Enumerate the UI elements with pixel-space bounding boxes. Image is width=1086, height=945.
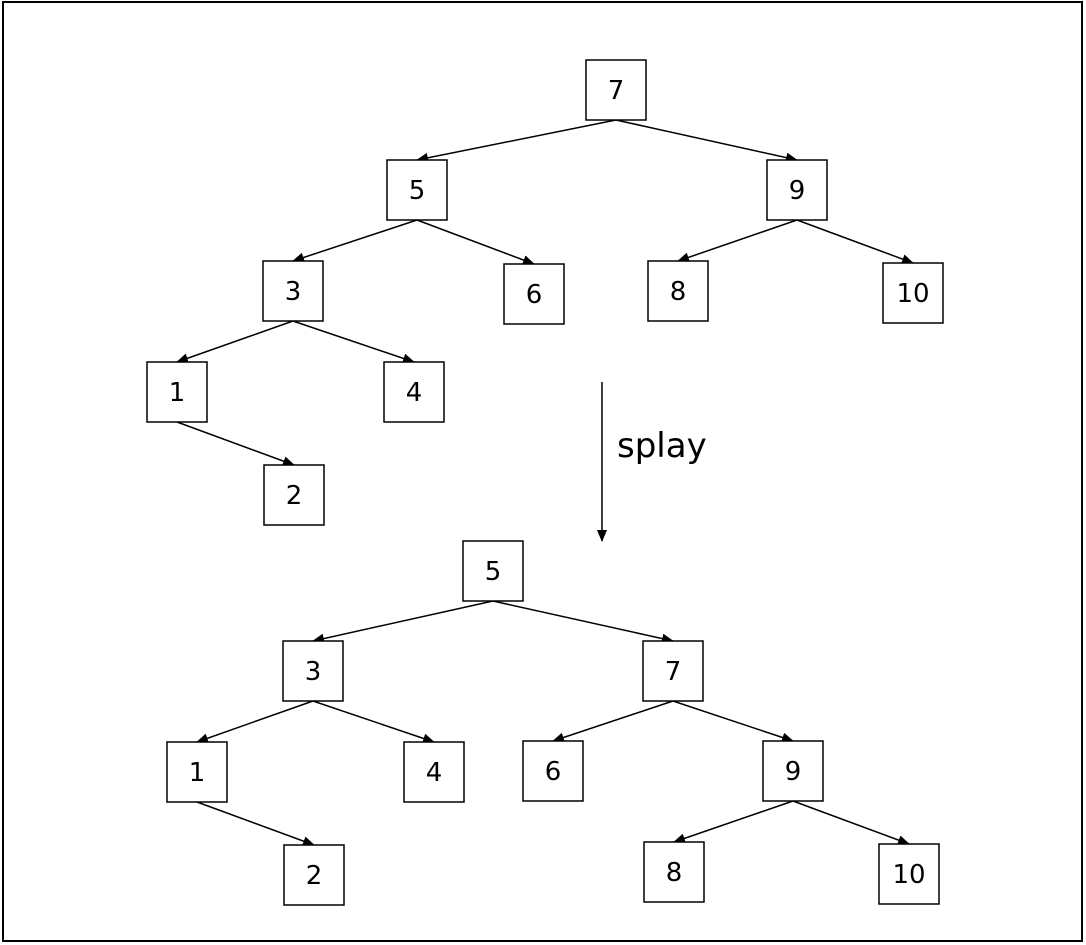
node-box	[462, 540, 524, 602]
node-box	[403, 741, 465, 803]
node-box	[166, 741, 228, 803]
node-box	[262, 260, 324, 322]
node-after-5: 5	[462, 540, 524, 602]
edge-after-3-to-4	[312, 700, 435, 744]
node-label: 8	[666, 858, 683, 888]
edge-after-9-to-8	[673, 800, 794, 844]
edge-after-5-to-7	[492, 600, 674, 644]
node-label: 10	[892, 860, 925, 890]
node-box	[522, 740, 584, 802]
splay-label: splay	[617, 426, 707, 466]
edge-before-3-to-1	[176, 320, 294, 364]
node-after-9: 9	[762, 740, 824, 802]
node-label: 4	[426, 758, 443, 788]
node-box	[766, 159, 828, 221]
node-before-10: 10	[882, 262, 944, 324]
node-before-3: 3	[262, 260, 324, 322]
node-before-5: 5	[386, 159, 448, 221]
edge-before-9-to-10	[796, 219, 914, 264]
node-box	[878, 843, 940, 905]
node-before-9: 9	[766, 159, 828, 221]
node-label: 8	[670, 277, 687, 307]
edge-before-1-to-2	[176, 421, 295, 466]
node-box	[383, 361, 445, 423]
node-before-6: 6	[503, 263, 565, 325]
node-before-7: 7	[585, 59, 647, 121]
edge-before-7-to-5	[416, 119, 617, 163]
node-label: 6	[526, 280, 543, 310]
edge-before-9-to-8	[677, 219, 798, 263]
node-box	[642, 640, 704, 702]
node-after-7: 7	[642, 640, 704, 702]
edge-after-7-to-9	[672, 700, 794, 743]
edge-before-7-to-9	[615, 119, 798, 163]
node-label: 7	[608, 76, 625, 106]
node-box	[386, 159, 448, 221]
node-after-1: 1	[166, 741, 228, 803]
node-after-8: 8	[643, 841, 705, 903]
node-after-2: 2	[283, 844, 345, 906]
edge-before-5-to-3	[292, 219, 418, 263]
edge-after-1-to-2	[196, 801, 315, 846]
node-label: 3	[305, 657, 322, 687]
node-box	[503, 263, 565, 325]
node-label: 9	[789, 176, 806, 206]
node-box	[283, 844, 345, 906]
node-box	[643, 841, 705, 903]
node-box	[585, 59, 647, 121]
edge-before-3-to-4	[292, 320, 415, 364]
node-label: 2	[286, 481, 303, 511]
node-label: 5	[409, 176, 426, 206]
node-label: 5	[485, 557, 502, 587]
node-after-10: 10	[878, 843, 940, 905]
node-before-4: 4	[383, 361, 445, 423]
node-after-3: 3	[282, 640, 344, 702]
node-box	[647, 260, 709, 322]
edge-after-5-to-3	[312, 600, 494, 644]
node-label: 10	[896, 279, 929, 309]
node-label: 1	[189, 758, 206, 788]
node-before-2: 2	[263, 464, 325, 526]
edge-after-7-to-6	[552, 700, 674, 743]
node-label: 3	[285, 277, 302, 307]
node-box	[263, 464, 325, 526]
node-box	[282, 640, 344, 702]
edge-after-3-to-1	[196, 700, 314, 744]
node-after-6: 6	[522, 740, 584, 802]
edge-before-5-to-6	[416, 219, 535, 265]
edge-after-9-to-10	[792, 800, 910, 845]
node-box	[762, 740, 824, 802]
node-label: 9	[785, 757, 802, 787]
node-box	[146, 361, 208, 423]
node-label: 6	[545, 757, 562, 787]
edges-layer	[176, 119, 914, 846]
node-before-1: 1	[146, 361, 208, 423]
node-label: 7	[665, 657, 682, 687]
node-before-8: 8	[647, 260, 709, 322]
node-after-4: 4	[403, 741, 465, 803]
node-label: 2	[306, 861, 323, 891]
node-box	[882, 262, 944, 324]
node-label: 1	[169, 378, 186, 408]
nodes-layer: 7 5 9 3 6 8 10 1 4 2 5 3 7 1 4 6 9 2 8 10	[146, 59, 944, 906]
node-label: 4	[406, 378, 423, 408]
